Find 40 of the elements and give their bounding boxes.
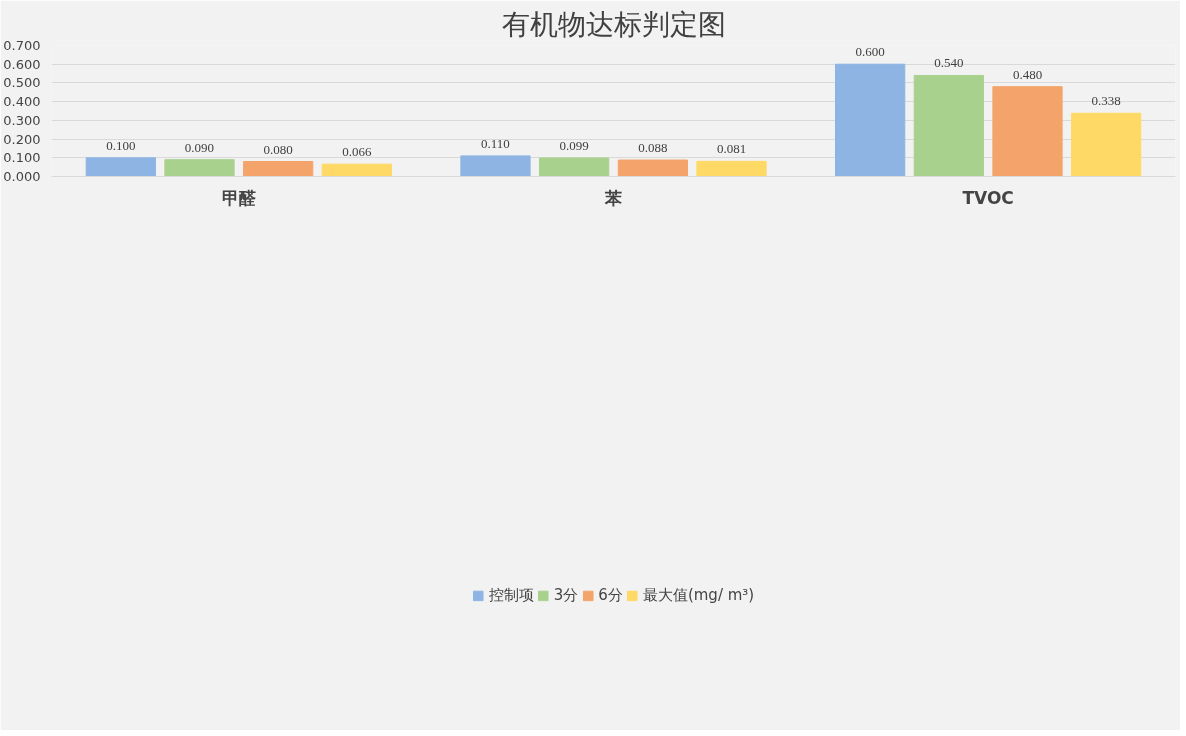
x-tick-label: TVOC	[962, 187, 1014, 208]
data-label: 0.338	[1091, 93, 1121, 109]
y-tick-label: 0.100	[3, 150, 41, 166]
bar	[460, 155, 531, 177]
y-tick-label: 0.200	[3, 131, 41, 147]
y-tick-label: 0.000	[3, 169, 41, 184]
bar	[1071, 112, 1142, 177]
x-tick-label: 甲醛	[221, 187, 257, 208]
data-label: 0.480	[1012, 66, 1043, 82]
data-label: 0.081	[716, 141, 747, 157]
bar	[164, 159, 235, 177]
data-label: 0.540	[934, 55, 964, 71]
legend-label: 控制项	[488, 585, 534, 605]
bar	[835, 63, 906, 177]
bar	[992, 86, 1063, 177]
y-tick-label: 0.500	[3, 75, 41, 91]
bar	[617, 159, 688, 177]
data-label: 0.080	[263, 141, 293, 157]
x-tick-label: 苯	[604, 187, 623, 208]
bar	[913, 74, 984, 177]
bar	[321, 163, 392, 177]
legend-label: 6分	[598, 585, 623, 605]
y-tick-label: 0.300	[3, 112, 41, 128]
bar	[696, 160, 767, 177]
data-label: 0.600	[855, 44, 885, 60]
y-tick-label: 0.400	[3, 94, 41, 110]
legend-label: 最大值(mg/ m³)	[642, 585, 755, 605]
data-label: 0.099	[559, 137, 589, 153]
chart-title: 有机物达标判定图	[501, 7, 726, 41]
data-label: 0.066	[342, 144, 372, 160]
y-tick-label: 0.700	[3, 38, 41, 53]
data-label: 0.100	[106, 137, 136, 153]
bar	[539, 157, 610, 177]
bar	[85, 157, 156, 177]
data-label: 0.088	[638, 140, 668, 156]
legend-label: 3分	[553, 585, 579, 605]
bar	[243, 161, 314, 177]
data-label: 0.110	[481, 135, 510, 151]
y-tick-label: 0.600	[3, 56, 41, 72]
data-label: 0.090	[184, 139, 215, 155]
